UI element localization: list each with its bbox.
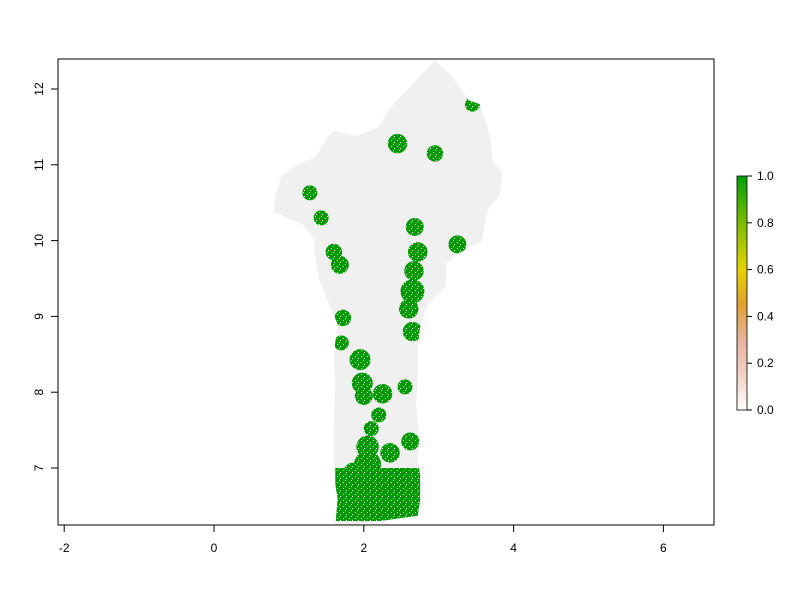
hotspot-15 bbox=[402, 321, 423, 342]
color-legend: 0.0 0.2 0.4 0.6 0.8 1.0 bbox=[736, 169, 774, 417]
y-tick-label: 11 bbox=[32, 158, 46, 171]
country-boundary bbox=[273, 60, 503, 525]
hotspot-21 bbox=[397, 379, 413, 395]
hotspot-layer bbox=[302, 96, 480, 522]
hotspot-20 bbox=[372, 383, 393, 404]
hotspot-22 bbox=[371, 407, 387, 423]
hotspot-19 bbox=[354, 387, 373, 405]
y-tick-label: 10 bbox=[32, 234, 46, 248]
hotspot-12 bbox=[400, 279, 425, 304]
hotspot-10 bbox=[407, 242, 428, 262]
y-axis: 7 8 9 10 11 12 bbox=[32, 82, 59, 471]
hotspot-9 bbox=[330, 255, 349, 274]
coastal-band bbox=[335, 468, 420, 522]
hotspot-11 bbox=[404, 261, 424, 281]
hotspot-13 bbox=[399, 299, 419, 319]
hotspot-25 bbox=[380, 443, 400, 463]
hotspot-2 bbox=[387, 133, 408, 154]
hotspot-6 bbox=[405, 217, 424, 236]
x-tick-label: 0 bbox=[211, 541, 218, 555]
x-tick-label: -2 bbox=[59, 541, 70, 555]
hotspot-14 bbox=[334, 309, 352, 327]
hotspot-3 bbox=[426, 145, 444, 162]
y-tick-label: 7 bbox=[32, 464, 46, 471]
legend-ticks: 0.0 0.2 0.4 0.6 0.8 1.0 bbox=[747, 169, 774, 417]
hotspot-24 bbox=[401, 432, 420, 451]
hotspot-23 bbox=[363, 421, 379, 437]
hotspot-16 bbox=[333, 335, 349, 351]
x-tick-label: 4 bbox=[510, 541, 517, 555]
legend-tick-label: 0.4 bbox=[757, 309, 774, 323]
x-axis: -2 0 2 4 6 bbox=[59, 524, 667, 555]
y-tick-label: 9 bbox=[32, 313, 46, 320]
y-tick-label: 12 bbox=[32, 82, 46, 96]
y-tick-label: 8 bbox=[32, 389, 46, 396]
legend-colorbar bbox=[736, 175, 748, 411]
legend-tick-label: 0.8 bbox=[757, 216, 774, 230]
hotspot-17 bbox=[349, 349, 371, 371]
hotspot-7 bbox=[448, 235, 467, 254]
legend-tick-label: 0.0 bbox=[757, 403, 774, 417]
legend-tick-label: 0.6 bbox=[757, 263, 774, 277]
hotspot-5 bbox=[313, 210, 329, 226]
x-tick-label: 6 bbox=[660, 541, 667, 555]
x-tick-label: 2 bbox=[360, 541, 367, 555]
legend-tick-label: 0.2 bbox=[757, 356, 774, 370]
map-layer bbox=[273, 60, 503, 525]
hotspot-4 bbox=[302, 185, 318, 201]
legend-tick-label: 1.0 bbox=[757, 169, 774, 183]
